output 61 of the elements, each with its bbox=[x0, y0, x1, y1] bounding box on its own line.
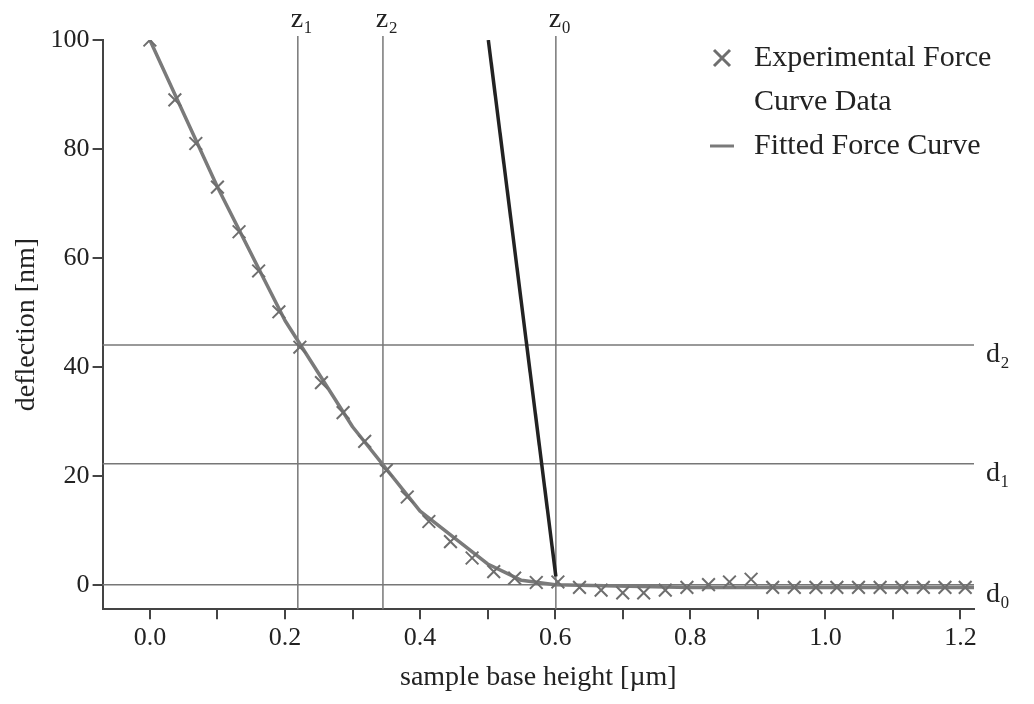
point bbox=[636, 585, 652, 601]
x-axis-title: sample base height [µm] bbox=[400, 659, 677, 691]
point bbox=[314, 375, 329, 390]
point bbox=[937, 580, 953, 595]
point bbox=[443, 534, 458, 550]
point bbox=[464, 550, 480, 566]
point bbox=[188, 136, 204, 151]
point bbox=[528, 575, 544, 590]
y-tick-label: 60 bbox=[63, 241, 90, 271]
point bbox=[210, 179, 225, 195]
y-tick-label: 100 bbox=[50, 23, 90, 53]
point bbox=[657, 582, 673, 598]
point bbox=[593, 582, 609, 598]
point bbox=[722, 574, 737, 590]
point bbox=[786, 580, 802, 595]
x-tick-label: 0.4 bbox=[403, 621, 437, 651]
legend-label: Experimental Force Curve Data bbox=[754, 38, 992, 116]
point bbox=[851, 580, 866, 595]
point bbox=[378, 462, 394, 478]
point bbox=[808, 580, 824, 595]
ref-line-label: d₁ bbox=[986, 456, 1010, 488]
ref-line-label: z₀ bbox=[548, 2, 571, 34]
point bbox=[829, 580, 845, 595]
point bbox=[572, 580, 587, 595]
point bbox=[399, 489, 415, 505]
x-tick-label: 1.0 bbox=[809, 621, 842, 651]
point bbox=[701, 577, 716, 593]
point bbox=[292, 339, 308, 355]
x-tick-label: 1.2 bbox=[944, 621, 977, 651]
point bbox=[271, 304, 287, 320]
x-tick-label: 0.6 bbox=[538, 621, 572, 651]
y-tick-label: 0 bbox=[76, 568, 90, 598]
point bbox=[743, 571, 759, 587]
point bbox=[615, 585, 631, 601]
point bbox=[765, 580, 781, 595]
point bbox=[894, 580, 910, 595]
ref-line-label: z₂ bbox=[375, 2, 399, 34]
point bbox=[167, 92, 183, 108]
ref-line-label: d₂ bbox=[986, 337, 1010, 369]
point bbox=[357, 434, 373, 449]
point bbox=[679, 580, 695, 595]
point bbox=[486, 564, 502, 579]
y-tick-label: 80 bbox=[63, 132, 90, 162]
point bbox=[915, 580, 931, 595]
y-tick-label: 40 bbox=[63, 350, 90, 380]
y-axis-title: deflection [nm] bbox=[9, 237, 41, 412]
point bbox=[421, 514, 437, 529]
point bbox=[550, 574, 566, 590]
x-tick-label: 0.8 bbox=[674, 621, 707, 651]
y-tick-label: 20 bbox=[63, 459, 90, 489]
point bbox=[231, 224, 247, 240]
point bbox=[872, 580, 888, 595]
x-tick-label: 0.2 bbox=[268, 621, 302, 651]
point bbox=[507, 570, 523, 586]
point bbox=[335, 405, 351, 420]
point bbox=[957, 580, 973, 595]
legend-label: Fitted Force Curve bbox=[754, 126, 981, 160]
ref-line-label: z₁ bbox=[290, 2, 313, 34]
x-tick-label: 0.0 bbox=[133, 621, 167, 651]
ref-line-label: d₀ bbox=[986, 577, 1010, 609]
point bbox=[251, 263, 267, 279]
